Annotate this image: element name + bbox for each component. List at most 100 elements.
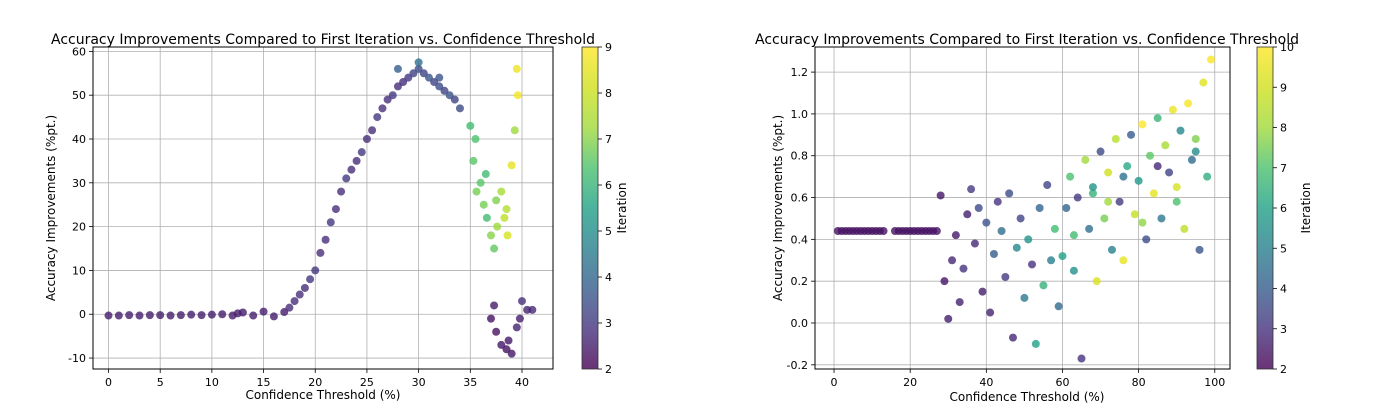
- left-x-tick-label: 25: [360, 376, 374, 389]
- right-scatter-point: [1165, 168, 1174, 177]
- left-scatter-point: [513, 91, 522, 100]
- right-scatter-point: [1096, 147, 1105, 156]
- right-y-ticks: -0.2 0.0 0.2 0.4 0.6 0.8 1.0 1.2: [787, 66, 815, 372]
- right-y-tick-label: 0.4: [791, 233, 809, 246]
- right-scatter-point: [1100, 214, 1109, 223]
- right-colorbar-tick-label: 10: [1280, 41, 1294, 54]
- left-colorbar-ticks: 2 3 4 5 6 7 8 9: [598, 41, 612, 376]
- right-scatter-point: [1119, 172, 1128, 181]
- right-colorbar-tick-label: 2: [1280, 363, 1287, 376]
- left-scatter-point: [300, 283, 309, 292]
- left-scatter-point: [295, 290, 304, 299]
- right-scatter-point: [1081, 155, 1090, 164]
- right-y-tick-label: 0.2: [791, 275, 809, 288]
- left-scatter-point: [503, 231, 512, 240]
- right-scatter-point: [1062, 204, 1071, 212]
- left-scatter-point: [455, 104, 464, 113]
- left-y-tick-label: 50: [72, 89, 86, 102]
- left-scatter-point: [311, 266, 320, 275]
- left-scatter-point: [493, 222, 502, 231]
- left-colorbar-tick-label: 8: [605, 87, 612, 100]
- left-scatter-point: [290, 297, 299, 306]
- left-scatter-point: [435, 73, 444, 82]
- left-scatter-point: [135, 311, 144, 320]
- left-scatter-point: [249, 311, 258, 320]
- right-scatter-point: [1184, 99, 1193, 108]
- left-scatter-point: [510, 126, 519, 135]
- right-scatter-point: [1005, 189, 1014, 198]
- left-colorbar-tick-label: 4: [605, 271, 612, 284]
- left-scatter-point: [114, 311, 123, 320]
- left-scatter-point: [337, 187, 346, 196]
- right-scatter-point: [1039, 281, 1048, 290]
- left-colorbar-label: Iteration: [615, 183, 629, 234]
- right-scatter-point: [1088, 183, 1097, 192]
- left-scatter-point: [414, 58, 423, 67]
- left-scatter-point: [362, 135, 371, 143]
- left-scatter-point: [342, 174, 351, 183]
- right-scatter-point: [1191, 135, 1200, 143]
- left-x-axis-label: Confidence Threshold (%): [245, 388, 400, 402]
- left-scatter-point: [466, 121, 475, 130]
- right-scatter-point: [1016, 214, 1025, 223]
- right-scatter-point: [1146, 151, 1155, 160]
- right-scatter-point: [1073, 193, 1082, 202]
- right-x-tick-label: 40: [979, 376, 993, 389]
- left-scatter-point: [502, 205, 511, 214]
- right-colorbar-tick-label: 4: [1280, 283, 1287, 296]
- right-scatter-point: [1195, 245, 1204, 254]
- left-y-tick-label: 20: [72, 221, 86, 234]
- right-scatter-point: [1142, 235, 1151, 244]
- right-scatter-point: [1069, 266, 1078, 275]
- left-scatter-point: [125, 311, 134, 320]
- right-scatter-point: [1035, 204, 1044, 212]
- right-colorbar-tick-label: 8: [1280, 122, 1287, 135]
- right-scatter-point: [974, 204, 983, 212]
- left-colorbar-tick-label: 9: [605, 41, 612, 54]
- left-y-tick-label: 10: [72, 264, 86, 277]
- right-scatter-point: [1172, 197, 1181, 206]
- left-scatter-point: [104, 311, 113, 320]
- left-x-tick-label: 10: [205, 376, 219, 389]
- left-scatter-point: [507, 161, 516, 170]
- left-scatter-point: [486, 231, 495, 240]
- right-scatter-point: [1111, 135, 1120, 143]
- right-scatter-point: [1161, 141, 1170, 150]
- left-scatter-point: [528, 305, 537, 314]
- right-chart-title: Accuracy Improvements Compared to First …: [755, 32, 1299, 48]
- right-scatter-point: [1191, 147, 1200, 156]
- left-x-tick-label: 20: [308, 376, 322, 389]
- left-y-tick-label: 60: [72, 45, 86, 58]
- left-scatter-point: [326, 218, 335, 227]
- right-scatter-point: [978, 287, 987, 296]
- right-plot-frame: [814, 46, 1231, 370]
- left-scatter-point: [393, 64, 402, 73]
- left-scatter-point: [176, 311, 185, 320]
- left-scatter-point: [476, 178, 485, 187]
- left-scatter-chart: Accuracy Improvements Compared to First …: [44, 32, 629, 402]
- right-scatter-point: [1031, 339, 1040, 348]
- right-scatter-point: [982, 218, 991, 227]
- left-scatter-point: [481, 170, 490, 179]
- right-scatter-point: [1047, 256, 1056, 265]
- left-scatter-point: [450, 95, 459, 104]
- left-scatter-point: [504, 336, 513, 345]
- right-scatter-point: [1149, 189, 1158, 198]
- right-scatter-point: [986, 308, 995, 317]
- left-colorbar-tick-label: 2: [605, 363, 612, 376]
- left-scatter-point: [316, 248, 325, 257]
- left-scatter-point: [156, 311, 165, 320]
- left-y-tick-label: -10: [68, 352, 86, 365]
- left-x-tick-label: 0: [105, 376, 112, 389]
- right-scatter-point: [1157, 214, 1166, 223]
- left-chart-title: Accuracy Improvements Compared to First …: [51, 32, 595, 48]
- right-scatter-point: [1024, 235, 1033, 244]
- right-scatter-point: [1115, 197, 1124, 206]
- right-scatter-point: [951, 231, 960, 240]
- right-scatter-point: [1172, 183, 1181, 192]
- right-scatter-point: [955, 298, 964, 307]
- right-scatter-point: [1054, 302, 1063, 311]
- right-scatter-point: [1020, 293, 1029, 302]
- left-x-tick-label: 5: [157, 376, 164, 389]
- left-scatter-point: [357, 148, 366, 157]
